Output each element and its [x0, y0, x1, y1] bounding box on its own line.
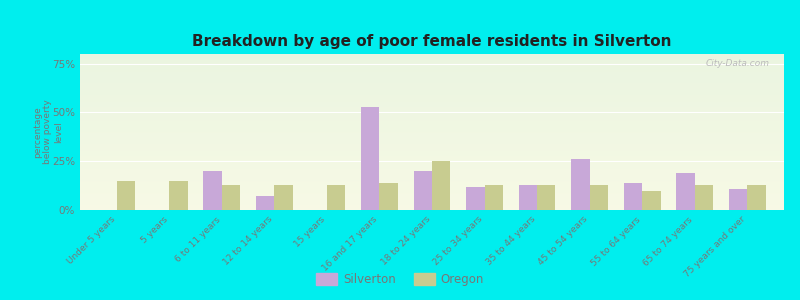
- Bar: [571, 159, 590, 210]
- Bar: [361, 106, 379, 210]
- Bar: [117, 181, 135, 210]
- Bar: [518, 184, 537, 210]
- Bar: [379, 183, 398, 210]
- Bar: [676, 173, 694, 210]
- Bar: [274, 184, 293, 210]
- Bar: [432, 161, 450, 210]
- Bar: [590, 184, 608, 210]
- Bar: [642, 190, 661, 210]
- Y-axis label: percentage
below poverty
level: percentage below poverty level: [33, 100, 62, 164]
- Bar: [694, 184, 713, 210]
- Bar: [414, 171, 432, 210]
- Legend: Silverton, Oregon: Silverton, Oregon: [311, 268, 489, 291]
- Bar: [729, 188, 747, 210]
- Bar: [203, 171, 222, 210]
- Bar: [485, 184, 503, 210]
- Title: Breakdown by age of poor female residents in Silverton: Breakdown by age of poor female resident…: [192, 34, 672, 49]
- Bar: [222, 184, 240, 210]
- Bar: [327, 184, 346, 210]
- Bar: [747, 184, 766, 210]
- Bar: [537, 184, 555, 210]
- Bar: [170, 181, 188, 210]
- Bar: [466, 187, 485, 210]
- Bar: [624, 183, 642, 210]
- Text: City-Data.com: City-Data.com: [706, 59, 770, 68]
- Bar: [256, 196, 274, 210]
